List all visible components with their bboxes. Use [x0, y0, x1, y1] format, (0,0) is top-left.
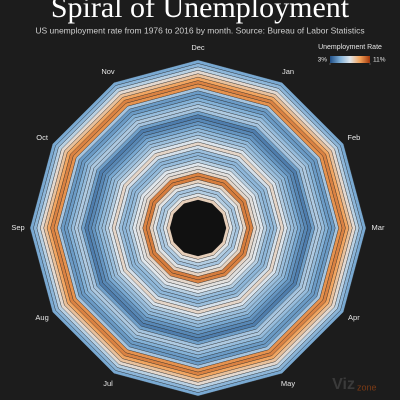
center-hole — [170, 200, 226, 256]
month-label: Sep — [11, 223, 24, 232]
legend-tick-label: 3% — [318, 57, 328, 64]
month-label: Apr — [348, 313, 360, 322]
legend-title: Unemployment Rate — [318, 44, 382, 51]
month-label: Jul — [103, 379, 113, 388]
month-label: Dec — [191, 43, 205, 52]
chart-title: Spiral of Unemployment — [51, 0, 350, 24]
month-label: Nov — [101, 67, 115, 76]
month-label: Mar — [372, 223, 385, 232]
legend-tick-label: 11% — [373, 57, 386, 64]
month-label: Feb — [347, 133, 360, 142]
chart-subtitle: US unemployment rate from 1976 to 2016 b… — [35, 25, 364, 35]
legend-colorbar — [330, 56, 370, 63]
rings — [29, 59, 367, 397]
month-label: Jan — [282, 67, 294, 76]
watermark: Viz — [332, 376, 355, 393]
ring — [29, 59, 367, 397]
month-label: May — [281, 379, 295, 388]
month-label: Aug — [35, 313, 48, 322]
watermark: zone — [357, 382, 377, 392]
month-label: Oct — [36, 133, 49, 142]
